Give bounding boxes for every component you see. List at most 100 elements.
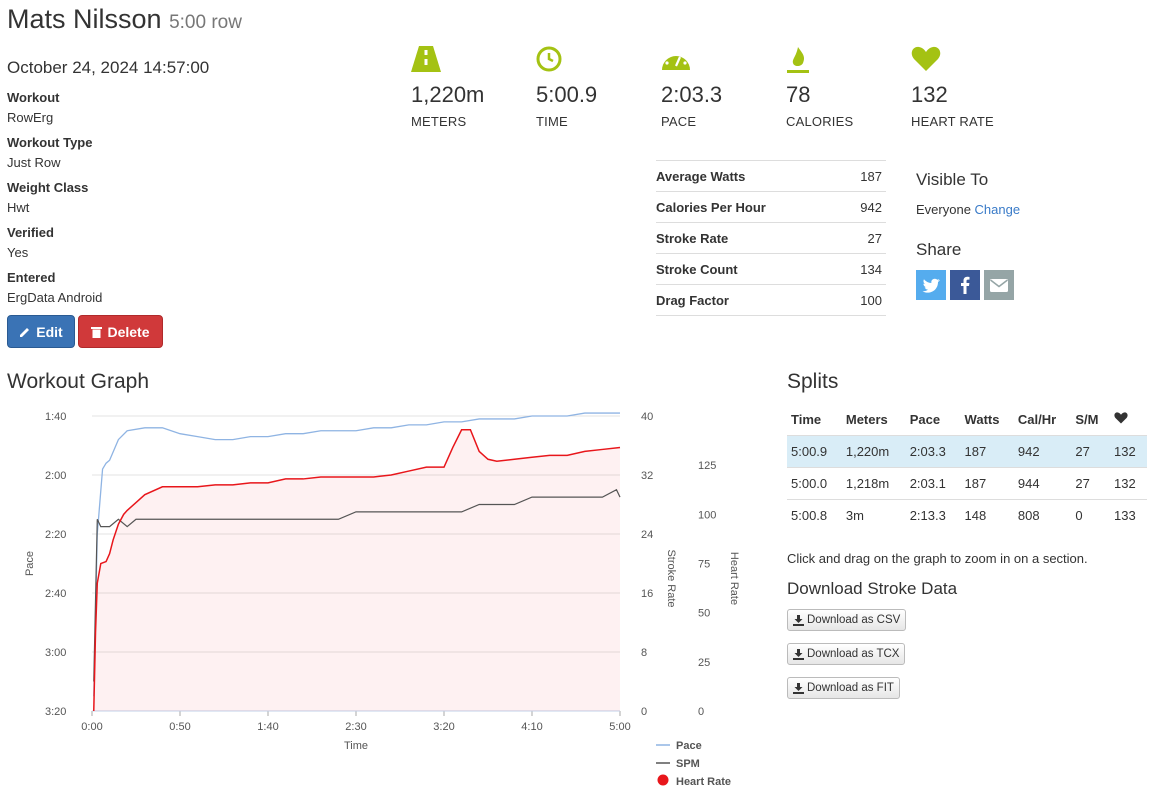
metrics-table: Average Watts 187 Calories Per Hour 942 St… — [656, 160, 886, 316]
workout-graph[interactable]: 1:40 2:00 2:20 2:40 3:00 3:20 0 8 16 24 32 40 0 25 50 7… — [0, 400, 760, 796]
stat-value: 132 — [911, 82, 948, 107]
facebook-icon — [961, 276, 970, 294]
change-visibility-link[interactable]: Change — [974, 202, 1021, 217]
split-cell: 5:00.8 — [787, 499, 842, 531]
stat-meters: 1,220m METERS — [411, 46, 521, 129]
stat-label: CALORIES — [786, 114, 854, 129]
stat-label: HEART RATE — [911, 114, 994, 129]
split-row[interactable]: 5:00.8 3m 2:13.3 148 808 0 133 — [787, 499, 1147, 531]
metric-value: 134 — [860, 261, 882, 277]
split-cell: 1,220m — [841, 435, 906, 468]
split-cell: 132 — [1110, 435, 1147, 468]
delete-button-label: Delete — [107, 323, 150, 340]
stat-value: 2:03.3 — [661, 82, 723, 107]
split-cell: 808 — [1013, 499, 1072, 531]
split-cell: 187 — [960, 467, 1014, 500]
stat-calories: 78 CALORIES — [786, 46, 896, 129]
visibility-row: Everyone Change — [916, 202, 1020, 217]
split-cell: 942 — [1013, 435, 1072, 468]
stroke-rate-tick-label: 32 — [641, 470, 653, 482]
pace-tick-label: 2:00 — [45, 470, 66, 482]
zoom-hint: Click and drag on the graph to zoom in o… — [787, 551, 1088, 566]
splits-column-header: S/M — [1075, 412, 1099, 427]
x-tick-label: 5:00 — [609, 721, 630, 733]
info-item: Weight Class Hwt — [7, 178, 102, 218]
email-share-button[interactable] — [984, 270, 1014, 300]
stat-time: 5:00.9 TIME — [536, 46, 646, 129]
x-tick-label: 0:00 — [81, 721, 102, 733]
stroke-rate-axis-title: Stroke Rate — [665, 549, 677, 607]
metric-row: Stroke Count 134 — [656, 254, 886, 285]
heart-icon — [911, 46, 941, 71]
info-value: Yes — [7, 245, 29, 260]
heart-rate-tick-label: 100 — [698, 509, 716, 521]
facebook-share-button[interactable] — [950, 270, 980, 300]
workout-info: Workout RowErg Workout Type Just Row Weigh… — [7, 88, 102, 313]
split-row[interactable]: 5:00.0 1,218m 2:03.1 187 944 27 132 — [787, 467, 1147, 500]
pace-series-line — [93, 412, 620, 697]
split-cell: 187 — [960, 435, 1014, 468]
split-cell: 148 — [960, 499, 1014, 531]
stroke-rate-tick-label: 24 — [641, 529, 653, 541]
heart-rate-tick-label: 0 — [698, 706, 704, 718]
x-tick-label: 2:30 — [345, 721, 366, 733]
speedometer-icon — [662, 50, 690, 70]
twitter-share-button[interactable] — [916, 270, 946, 300]
split-cell: 5:00.9 — [787, 435, 842, 468]
edit-button[interactable]: Edit — [7, 315, 75, 348]
splits-heading: Splits — [787, 370, 839, 393]
stat-pace: 2:03.3 PACE — [661, 46, 771, 129]
heart-rate-tick-label: 75 — [698, 559, 710, 571]
trash-icon — [91, 326, 103, 338]
clock-icon — [536, 46, 562, 72]
metric-label: Drag Factor — [656, 292, 729, 308]
x-tick-label: 1:40 — [257, 721, 278, 733]
download-tcx-button[interactable]: Download as TCX — [787, 643, 906, 665]
share-heading: Share — [916, 240, 962, 259]
stat-value: 1,220m — [411, 82, 485, 107]
download-icon — [793, 682, 804, 694]
splits-column-header: Watts — [964, 412, 1000, 427]
metric-value: 27 — [867, 230, 882, 246]
pencil-icon — [20, 327, 30, 337]
stat-heart-rate: 132 HEART RATE — [911, 46, 1021, 129]
legend-heart-rate-label: Heart Rate — [676, 776, 731, 788]
split-cell: 2:03.1 — [905, 467, 961, 500]
split-cell: 1,218m — [841, 467, 906, 500]
split-cell: 132 — [1110, 467, 1147, 500]
pace-tick-label: 3:20 — [45, 706, 66, 718]
info-item: Workout Type Just Row — [7, 133, 102, 173]
delete-button[interactable]: Delete — [78, 315, 163, 348]
metric-value: 187 — [860, 168, 882, 184]
pace-tick-label: 3:00 — [45, 647, 66, 659]
pace-tick-label: 2:40 — [45, 588, 66, 600]
info-label: Entered — [7, 270, 56, 285]
info-label: Workout — [7, 90, 60, 105]
visible-to-heading: Visible To — [916, 170, 989, 189]
splits-table: Time Meters Pace Watts Cal/Hr S/M 5:00.9 1,220… — [787, 404, 1147, 531]
x-tick-label: 0:50 — [169, 721, 190, 733]
split-cell: 3m — [841, 499, 906, 531]
pace-tick-label: 2:20 — [45, 529, 66, 541]
splits-column-header: Cal/Hr — [1017, 412, 1057, 427]
download-fit-button[interactable]: Download as FIT — [787, 677, 900, 699]
metric-row: Drag Factor 100 — [656, 285, 886, 316]
info-item: Verified Yes — [7, 223, 102, 263]
info-item: Entered ErgData Android — [7, 268, 102, 308]
download-csv-button[interactable]: Download as CSV — [787, 609, 907, 631]
fire-icon — [787, 47, 809, 73]
info-value: ErgData Android — [7, 290, 103, 305]
info-label: Weight Class — [7, 180, 89, 195]
x-tick-label: 4:10 — [521, 721, 542, 733]
metric-label: Stroke Rate — [656, 230, 729, 246]
splits-header-row: Time Meters Pace Watts Cal/Hr S/M — [787, 404, 1147, 436]
splits-column-header: Meters — [845, 412, 888, 427]
split-row[interactable]: 5:00.9 1,220m 2:03.3 187 942 27 132 — [787, 435, 1147, 468]
split-cell: 0 — [1071, 499, 1111, 531]
split-cell: 27 — [1071, 467, 1111, 500]
stroke-rate-tick-label: 40 — [641, 411, 653, 423]
metric-row: Stroke Rate 27 — [656, 223, 886, 254]
download-heading: Download Stroke Data — [787, 579, 958, 598]
heart-rate-tick-label: 125 — [698, 460, 716, 472]
splits-column-header: Pace — [909, 412, 941, 427]
